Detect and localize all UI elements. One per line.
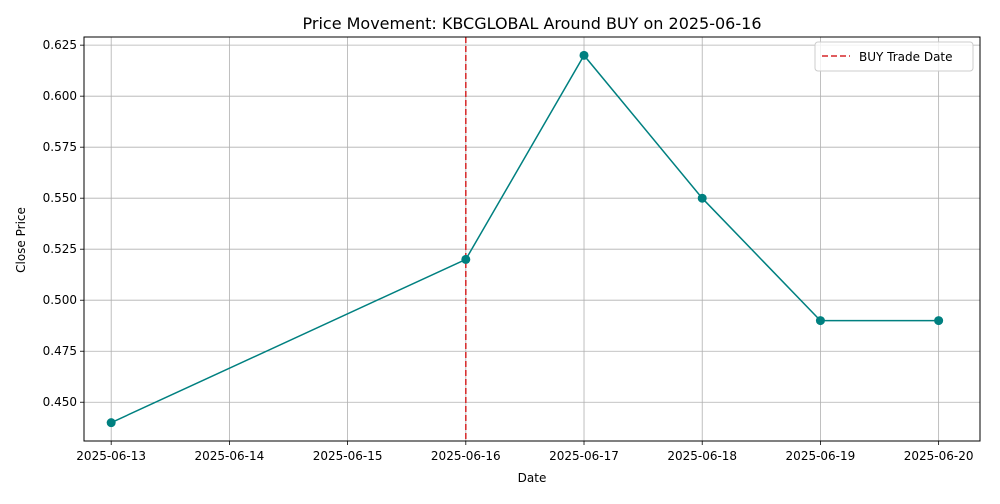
x-tick-label: 2025-06-20 <box>904 449 974 463</box>
data-point <box>461 254 471 264</box>
data-point <box>815 316 825 326</box>
y-tick-label: 0.575 <box>43 140 77 154</box>
y-tick-label: 0.500 <box>43 293 77 307</box>
x-tick-label: 2025-06-18 <box>667 449 737 463</box>
data-point <box>579 50 589 60</box>
plot-area-frame <box>83 36 981 442</box>
legend-box <box>814 41 974 72</box>
data-point <box>934 316 944 326</box>
x-tick-label: 2025-06-19 <box>786 449 856 463</box>
x-tick-label: 2025-06-15 <box>313 449 383 463</box>
y-tick-label: 0.525 <box>43 242 77 256</box>
legend-label-buy-trade-date: BUY Trade Date <box>859 50 953 64</box>
y-tick-label: 0.475 <box>43 344 77 358</box>
x-axis-title: Date <box>518 471 547 485</box>
y-tick-label: 0.600 <box>43 89 77 103</box>
legend: BUY Trade Date <box>814 41 974 72</box>
y-axis-title: Close Price <box>14 207 28 273</box>
x-tick-label: 2025-06-14 <box>195 449 265 463</box>
y-tick-label: 0.550 <box>43 191 77 205</box>
x-axis-ticks: 2025-06-13 2025-06-14 2025-06-15 2025-06-16… <box>76 441 974 463</box>
series-layer <box>106 50 944 428</box>
y-tick-label: 0.625 <box>43 38 77 52</box>
x-tick-label: 2025-06-16 <box>431 449 501 463</box>
grid <box>84 37 980 441</box>
data-point <box>697 193 707 203</box>
x-tick-label: 2025-06-17 <box>549 449 619 463</box>
x-tick-label: 2025-06-13 <box>76 449 146 463</box>
y-tick-label: 0.450 <box>43 395 77 409</box>
data-point <box>106 418 116 428</box>
chart-title: Price Movement: KBCGLOBAL Around BUY on … <box>303 14 762 33</box>
y-axis-ticks: 0.450 0.475 0.500 0.525 0.550 0.575 0.600 0.625 <box>43 38 84 409</box>
series-line <box>110 54 939 424</box>
